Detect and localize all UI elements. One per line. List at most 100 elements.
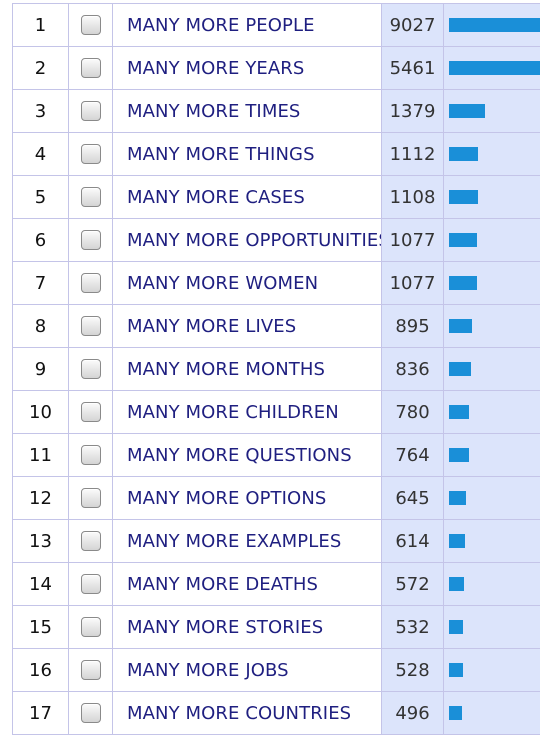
word-link[interactable]: MANY MORE CASES xyxy=(112,175,382,219)
word-link[interactable]: MANY MORE PEOPLE xyxy=(112,3,382,47)
select-cell xyxy=(68,433,113,477)
frequency-bar xyxy=(449,319,472,333)
frequency-bar xyxy=(449,190,478,204)
frequency-cell: 895 xyxy=(381,304,444,348)
bar-cell xyxy=(443,433,540,477)
word-link[interactable]: MANY MORE LIVES xyxy=(112,304,382,348)
frequency-cell: 496 xyxy=(381,691,444,735)
table-row: 12 MANY MORE OPTIONS 645 xyxy=(12,476,540,520)
checkbox-icon[interactable] xyxy=(80,230,101,251)
rank-cell: 8 xyxy=(12,304,69,348)
checkbox-icon[interactable] xyxy=(80,617,101,638)
word-link[interactable]: MANY MORE DEATHS xyxy=(112,562,382,606)
frequency-cell: 532 xyxy=(381,605,444,649)
checkbox-icon[interactable] xyxy=(80,101,101,122)
select-cell xyxy=(68,3,113,47)
select-cell xyxy=(68,132,113,176)
rank-cell: 5 xyxy=(12,175,69,219)
bar-cell xyxy=(443,3,540,47)
checkbox-icon[interactable] xyxy=(80,15,101,36)
frequency-cell: 1077 xyxy=(381,218,444,262)
rank-cell: 7 xyxy=(12,261,69,305)
bar-cell xyxy=(443,261,540,305)
bar-cell xyxy=(443,562,540,606)
table-row: 8 MANY MORE LIVES 895 xyxy=(12,304,540,348)
frequency-bar xyxy=(449,620,463,634)
checkbox-icon[interactable] xyxy=(80,574,101,595)
table-row: 14 MANY MORE DEATHS 572 xyxy=(12,562,540,606)
frequency-bar xyxy=(449,147,478,161)
word-link[interactable]: MANY MORE JOBS xyxy=(112,648,382,692)
frequency-bar xyxy=(449,405,469,419)
word-link[interactable]: MANY MORE EXAMPLES xyxy=(112,519,382,563)
checkbox-icon[interactable] xyxy=(80,703,101,724)
select-cell xyxy=(68,519,113,563)
frequency-bar xyxy=(449,534,465,548)
frequency-bar xyxy=(449,18,540,32)
checkbox-icon[interactable] xyxy=(80,402,101,423)
checkbox-icon[interactable] xyxy=(80,58,101,79)
rank-cell: 11 xyxy=(12,433,69,477)
frequency-table: 1 MANY MORE PEOPLE 9027 2 MANY MORE YEARS 546… xyxy=(12,3,540,735)
checkbox-icon[interactable] xyxy=(80,187,101,208)
checkbox-icon[interactable] xyxy=(80,359,101,380)
select-cell xyxy=(68,261,113,305)
select-cell xyxy=(68,390,113,434)
table-row: 16 MANY MORE JOBS 528 xyxy=(12,648,540,692)
bar-cell xyxy=(443,519,540,563)
bar-cell xyxy=(443,218,540,262)
table-row: 10 MANY MORE CHILDREN 780 xyxy=(12,390,540,434)
rank-cell: 14 xyxy=(12,562,69,606)
rank-cell: 2 xyxy=(12,46,69,90)
checkbox-icon[interactable] xyxy=(80,316,101,337)
checkbox-icon[interactable] xyxy=(80,273,101,294)
bar-cell xyxy=(443,304,540,348)
frequency-cell: 764 xyxy=(381,433,444,477)
word-link[interactable]: MANY MORE OPPORTUNITIES xyxy=(112,218,382,262)
frequency-bar xyxy=(449,233,477,247)
rank-cell: 6 xyxy=(12,218,69,262)
rank-cell: 13 xyxy=(12,519,69,563)
frequency-cell: 9027 xyxy=(381,3,444,47)
frequency-cell: 614 xyxy=(381,519,444,563)
word-link[interactable]: MANY MORE STORIES xyxy=(112,605,382,649)
word-link[interactable]: MANY MORE COUNTRIES xyxy=(112,691,382,735)
word-link[interactable]: MANY MORE OPTIONS xyxy=(112,476,382,520)
frequency-bar xyxy=(449,276,477,290)
word-link[interactable]: MANY MORE YEARS xyxy=(112,46,382,90)
checkbox-icon[interactable] xyxy=(80,144,101,165)
bar-cell xyxy=(443,132,540,176)
word-link[interactable]: MANY MORE TIMES xyxy=(112,89,382,133)
frequency-bar xyxy=(449,663,463,677)
frequency-cell: 1108 xyxy=(381,175,444,219)
frequency-bar xyxy=(449,104,485,118)
table-row: 13 MANY MORE EXAMPLES 614 xyxy=(12,519,540,563)
checkbox-icon[interactable] xyxy=(80,488,101,509)
select-cell xyxy=(68,691,113,735)
table-body: 1 MANY MORE PEOPLE 9027 2 MANY MORE YEARS 546… xyxy=(12,3,540,735)
table-row: 5 MANY MORE CASES 1108 xyxy=(12,175,540,219)
frequency-cell: 528 xyxy=(381,648,444,692)
word-link[interactable]: MANY MORE MONTHS xyxy=(112,347,382,391)
table-row: 4 MANY MORE THINGS 1112 xyxy=(12,132,540,176)
select-cell xyxy=(68,46,113,90)
rank-cell: 4 xyxy=(12,132,69,176)
word-link[interactable]: MANY MORE THINGS xyxy=(112,132,382,176)
checkbox-icon[interactable] xyxy=(80,445,101,466)
word-link[interactable]: MANY MORE QUESTIONS xyxy=(112,433,382,477)
frequency-cell: 5461 xyxy=(381,46,444,90)
frequency-bar xyxy=(449,706,462,720)
frequency-cell: 780 xyxy=(381,390,444,434)
bar-cell xyxy=(443,46,540,90)
select-cell xyxy=(68,605,113,649)
checkbox-icon[interactable] xyxy=(80,531,101,552)
frequency-cell: 572 xyxy=(381,562,444,606)
word-link[interactable]: MANY MORE WOMEN xyxy=(112,261,382,305)
frequency-bar xyxy=(449,577,464,591)
bar-cell xyxy=(443,390,540,434)
table-row: 2 MANY MORE YEARS 5461 xyxy=(12,46,540,90)
select-cell xyxy=(68,175,113,219)
rank-cell: 12 xyxy=(12,476,69,520)
checkbox-icon[interactable] xyxy=(80,660,101,681)
word-link[interactable]: MANY MORE CHILDREN xyxy=(112,390,382,434)
